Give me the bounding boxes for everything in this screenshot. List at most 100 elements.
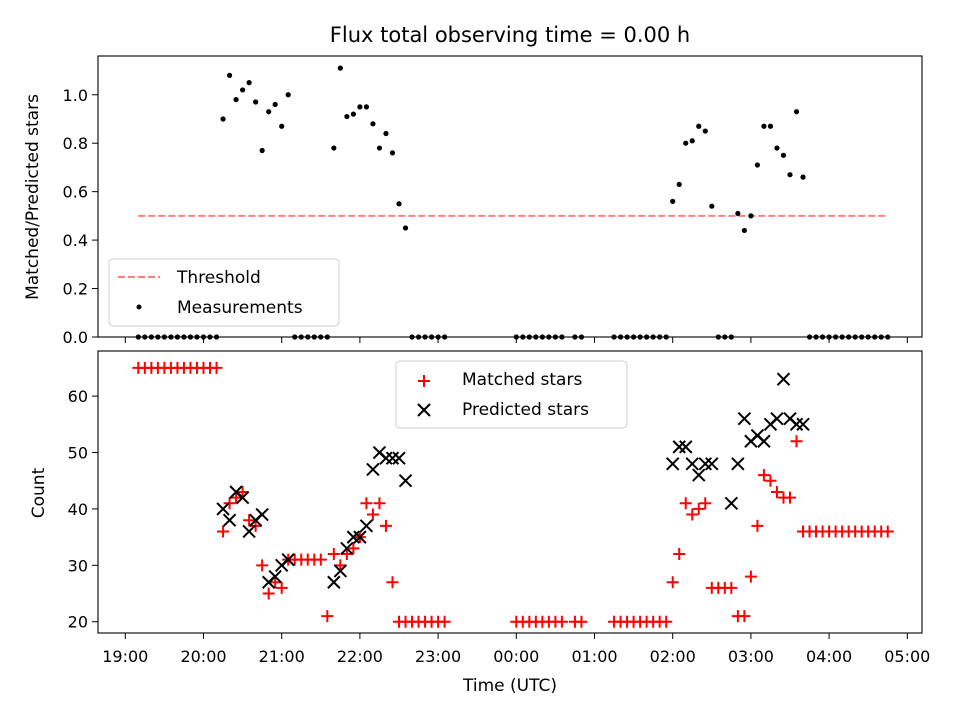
count-y-tick-label: 50 [68,444,88,463]
ratio-legend-box [108,258,340,327]
x-tick-label: 22:00 [337,647,383,666]
predicted-star-marker [327,575,341,589]
matched-star-marker [790,435,803,448]
measurement-point [702,128,708,134]
predicted-star-marker [340,541,354,556]
matched-star-marker [386,576,399,589]
ratio-y-tick-label: 0.0 [63,328,88,347]
measurement-point [246,80,252,86]
matched-star-marker [217,525,230,538]
measurement-point [363,104,370,110]
matched-star-marker [757,469,770,482]
predicted-star-marker [346,530,361,544]
count-y-tick-label: 20 [68,613,88,632]
matched-star-marker [262,587,275,600]
measurement-point [689,138,695,144]
matched-star-marker [327,548,340,561]
matched-star-marker [230,491,243,504]
count-x-ticks: 19:00 20:00 21:00 22:00 23:00 00:00 01:00 02:00… [102,633,930,666]
predicted-star-marker [222,513,237,527]
measurement-point [253,99,259,105]
predicted-star-marker [359,519,374,533]
count-y-axis-label: Count [29,467,49,518]
measurement-point [344,113,350,120]
measurement-point [402,225,409,231]
matched-star-marker [660,615,673,628]
x-tick-label: 05:00 [884,647,930,666]
measurement-point [683,140,689,146]
measurement-point [800,174,806,180]
measurement-point [337,65,343,71]
predicted-star-marker [776,372,791,386]
predicted-star-marker [366,462,380,477]
ratio-legend: Threshold Measurements [108,258,340,327]
x-tick-label: 00:00 [493,647,539,666]
matched-star-marker [236,486,249,498]
matched-star-marker [438,615,451,628]
predicted-star-marker [770,411,784,426]
legend-measurements-label: Measurements [177,298,303,318]
x-tick-label: 21:00 [259,647,305,666]
matched-star-marker [784,491,796,504]
matched-star-marker [340,548,353,561]
predicted-star-marker [672,440,686,454]
legend-matched-swatch [418,375,430,387]
ratio-panel: 0.0 0.2 0.4 0.6 0.8 1.0 Matched/Predicted sta… [23,55,923,347]
measurement-point [226,72,233,78]
measurement-point [780,152,787,158]
measurement-point [754,162,761,168]
measurement-point [748,213,754,219]
count-y-tick-label: 60 [68,387,88,406]
ratio-y-ticks: 0.0 0.2 0.4 0.6 0.8 1.0 [63,86,98,347]
ratio-plot-frame [97,55,923,338]
x-tick-label: 01:00 [571,647,617,666]
ratio-y-tick-label: 0.8 [63,134,88,153]
matched-star-marker [764,474,777,487]
count-plot-frame [97,350,923,634]
measurement-point [220,116,226,122]
predicted-star-marker [698,457,712,471]
matched-star-marker [725,581,738,594]
matched-star-marker [223,497,236,510]
measurement-point [331,145,337,151]
measurement-point [741,227,747,234]
ratio-x-ticks [124,337,908,343]
x-tick-label: 02:00 [650,647,696,666]
measurement-point [761,123,767,129]
predicted-star-marker [385,451,400,465]
predicted-star-marker [737,411,752,426]
measurement-point [240,87,246,93]
predicted-star-marker [333,564,348,578]
measurement-point [389,150,396,156]
measurement-point [676,181,682,187]
matched-star-marker [256,559,269,572]
matched-star-marker [744,570,757,583]
predicted-star-marker [796,417,810,432]
matched-star-marker [751,519,764,532]
measurement-point [774,145,780,151]
matched-star-marker [249,519,262,532]
predicted-star-marker [392,451,406,465]
legend-predicted-swatch [417,403,431,417]
count-legend: Matched stars Predicted stars [395,360,628,429]
matched-star-marker [210,361,223,374]
count-y-tick-label: 40 [68,500,88,519]
measurement-point [670,198,676,204]
measurement-point [266,109,272,115]
matched-star-marker [334,559,347,572]
matched-star-marker [373,497,386,510]
predicted-star-marker [255,507,269,522]
x-tick-label: 03:00 [728,647,774,666]
matched-star-marker [314,553,327,566]
matched-star-marker [770,486,783,498]
predicted-star-marker [679,440,693,454]
predicted-star-marker [242,524,256,539]
matched-star-marker [575,615,588,628]
matched-star-marker [360,497,373,510]
predicted-star-marker [353,530,367,544]
ratio-y-tick-label: 1.0 [63,86,88,105]
measurement-point [272,101,278,108]
measurement-point [350,111,356,117]
predicted-star-marker [757,434,771,448]
